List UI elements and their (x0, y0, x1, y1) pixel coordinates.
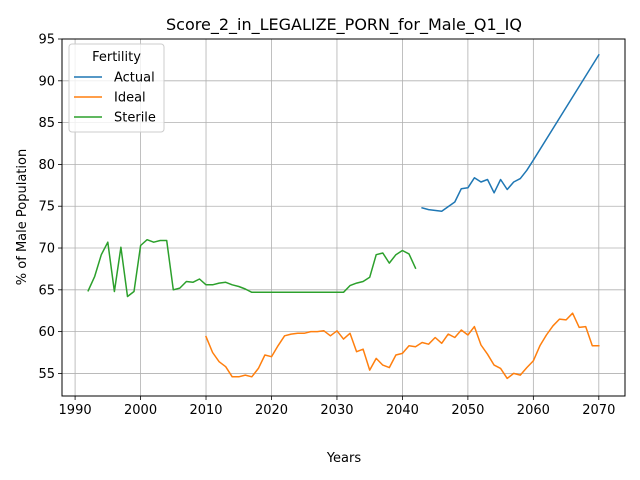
series-line-actual (421, 53, 600, 212)
series-line-sterile (87, 238, 417, 298)
y-tick-label: 95 (38, 33, 55, 48)
x-tick-label: 2070 (582, 403, 615, 418)
y-tick-label: 75 (38, 200, 55, 215)
x-tick-label: 2010 (189, 403, 222, 418)
x-tick-label: 1990 (59, 403, 92, 418)
x-tick-label: 2020 (255, 403, 288, 418)
series-line-ideal (205, 312, 600, 380)
x-tick-label: 2050 (451, 403, 484, 418)
legend: Fertility Actual Ideal Sterile (68, 43, 165, 133)
y-axis: 55 60 65 70 75 80 85 90 95 (38, 33, 62, 382)
x-tick-label: 2060 (517, 403, 550, 418)
y-tick-label: 85 (38, 116, 55, 131)
chart-title: Score_2_in_LEGALIZE_PORN_for_Male_Q1_IQ (166, 15, 522, 35)
y-tick-label: 90 (38, 74, 55, 89)
y-axis-title: % of Male Population (15, 149, 30, 285)
legend-label-actual: Actual (114, 71, 155, 86)
x-axis: 1990 2000 2010 2020 2030 2040 2050 2060 2070 (59, 396, 615, 418)
y-tick-label: 65 (38, 283, 55, 298)
y-tick-label: 80 (38, 158, 55, 173)
x-tick-label: 2030 (320, 403, 353, 418)
x-axis-title: Years (326, 451, 362, 466)
legend-label-ideal: Ideal (114, 91, 146, 106)
legend-box (68, 43, 165, 133)
y-tick-label: 55 (38, 367, 55, 382)
y-tick-label: 60 (38, 325, 55, 340)
y-tick-label: 70 (38, 242, 55, 257)
legend-label-sterile: Sterile (114, 111, 156, 126)
plot-frame (61, 38, 626, 397)
x-tick-label: 2040 (386, 403, 419, 418)
series-lines (87, 53, 600, 380)
x-tick-label: 2000 (124, 403, 157, 418)
grid (62, 38, 625, 396)
legend-title: Fertility (92, 50, 141, 65)
